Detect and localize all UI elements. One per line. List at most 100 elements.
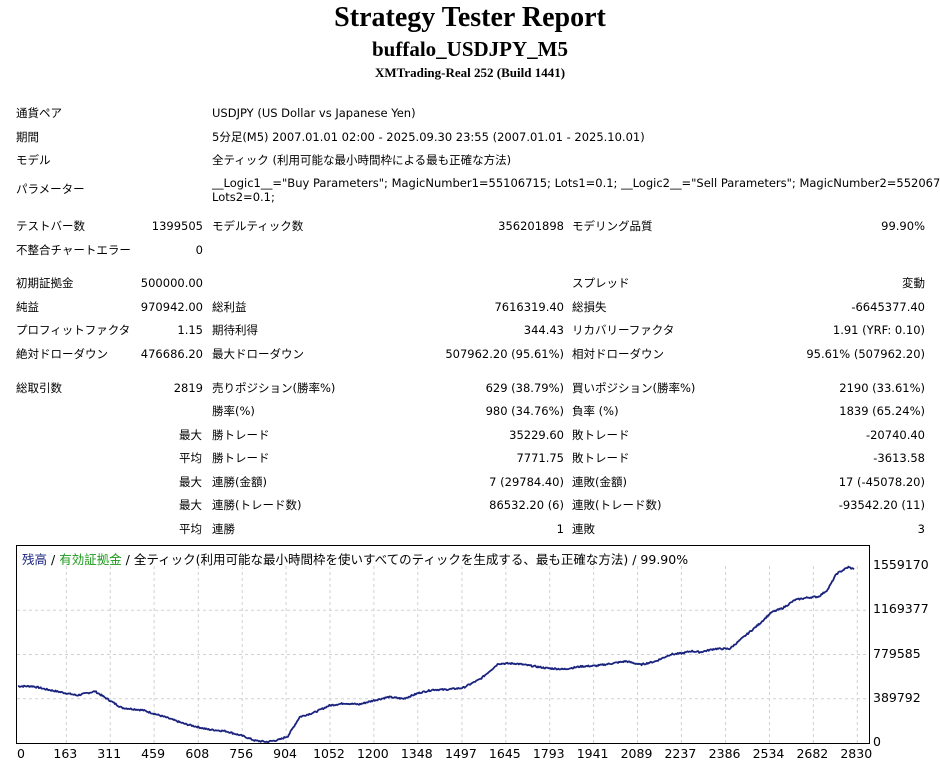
rel-dd-value: 95.61% (507962.20) xyxy=(806,347,925,361)
period-value: 5分足(M5) 2007.01.01 02:00 - 2025.09.30 23… xyxy=(212,130,645,144)
mismatch-label: 不整合チャートエラー xyxy=(16,243,131,257)
x-tick-label: 1793 xyxy=(532,746,565,761)
consec-loss-value: -93542.20 (11) xyxy=(838,498,925,512)
trades-value: 2819 xyxy=(173,381,203,395)
loss-pct-value: 1839 (65.24%) xyxy=(839,404,925,418)
max-label-2: 最大 xyxy=(179,475,202,489)
rel-dd-label: 相対ドローダウン xyxy=(572,347,664,361)
gross-profit-value: 7616319.40 xyxy=(494,300,564,314)
avg-win-label: 勝トレード xyxy=(212,451,270,465)
bars-value: 1399505 xyxy=(151,219,203,233)
avg-consec-losses-value: 3 xyxy=(917,522,925,536)
legend-sep-1: / xyxy=(47,552,60,567)
short-value: 629 (38.79%) xyxy=(485,381,564,395)
x-tick-label: 2386 xyxy=(708,746,741,761)
legend-sep-2: / xyxy=(121,552,134,567)
long-label: 買いポジション(勝率%) xyxy=(572,381,696,395)
avg-win-value: 7771.75 xyxy=(516,451,564,465)
avg-consec-wins-value: 1 xyxy=(556,522,564,536)
x-tick-label: 1645 xyxy=(488,746,521,761)
deposit-value: 500000.00 xyxy=(140,276,203,290)
max-label-3: 最大 xyxy=(179,498,202,512)
bars-label: テストバー数 xyxy=(16,219,85,233)
recovery-value: 1.91 (YRF: 0.10) xyxy=(832,323,925,337)
chart-legend: 残高 / 有効証拠金 / 全ティック(利用可能な最小時間枠を使いすべてのティック… xyxy=(22,549,688,568)
consec-wins-amt-value: 7 (29784.40) xyxy=(489,475,564,489)
x-tick-label: 756 xyxy=(229,746,254,761)
trades-label: 総取引数 xyxy=(16,381,62,395)
expert-name: buffalo_USDJPY_M5 xyxy=(371,37,568,61)
expected-value: 344.43 xyxy=(523,323,564,337)
x-tick-label: 459 xyxy=(141,746,166,761)
deposit-label: 初期証拠金 xyxy=(16,276,74,290)
spread-label: スプレッド xyxy=(572,276,630,290)
avg-consec-losses-label: 連敗 xyxy=(572,522,595,536)
avg-loss-value: -3613.58 xyxy=(873,451,925,465)
x-tick-label: 1052 xyxy=(313,746,345,761)
x-tick-label: 904 xyxy=(273,746,298,761)
quality-label: モデリング品質 xyxy=(572,219,653,233)
max-dd-label: 最大ドローダウン xyxy=(212,347,304,361)
max-label-1: 最大 xyxy=(179,428,202,442)
params-line1: __Logic1__="Buy Parameters"; MagicNumber… xyxy=(212,176,940,190)
y-tick-label: 389792 xyxy=(873,689,921,705)
max-dd-value: 507962.20 (95.61%) xyxy=(445,347,564,361)
avg-consec-wins-label: 連勝 xyxy=(212,522,235,536)
balance-chart: 残高 / 有効証拠金 / 全ティック(利用可能な最小時間枠を使いすべてのティック… xyxy=(16,545,870,744)
server-info: XMTrading-Real 252 (Build 1441) xyxy=(374,65,566,80)
long-value: 2190 (33.61%) xyxy=(839,381,925,395)
x-tick-label: 2682 xyxy=(796,746,829,761)
pf-value: 1.15 xyxy=(177,323,203,337)
params-line2: Lots2=0.1; xyxy=(212,190,275,204)
quality-value: 99.90% xyxy=(881,219,925,233)
model-value: 全ティック (利用可能な最小時間枠による最も正確な方法) xyxy=(212,153,512,167)
period-label: 期間 xyxy=(16,130,39,144)
x-tick-label: 311 xyxy=(97,746,122,761)
x-tick-label: 2237 xyxy=(664,746,697,761)
win-pct-label: 勝率(%) xyxy=(212,404,255,418)
avg-label-2: 平均 xyxy=(179,522,202,536)
largest-loss-label: 敗トレード xyxy=(572,428,630,442)
x-tick-label: 2089 xyxy=(620,746,653,761)
consec-losses-amt-label: 連敗(金額) xyxy=(572,475,627,489)
net-label: 純益 xyxy=(16,300,39,314)
model-label: モデル xyxy=(16,153,51,167)
gross-loss-value: -6645377.40 xyxy=(851,300,925,314)
chart-plot xyxy=(17,565,869,743)
x-tick-label: 1348 xyxy=(400,746,433,761)
report-title: Strategy Tester Report xyxy=(334,2,606,33)
legend-model: 全ティック(利用可能な最小時間枠を使いすべてのティックを生成する、最も正確な方法… xyxy=(133,552,689,567)
x-tick-label: 1941 xyxy=(576,746,609,761)
y-tick-label: 1559170 xyxy=(873,557,929,572)
pf-label: プロフィットファクタ xyxy=(16,323,131,337)
consec-profit-value: 86532.20 (6) xyxy=(489,498,564,512)
win-pct-value: 980 (34.76%) xyxy=(485,404,564,418)
abs-dd-label: 絶対ドローダウン xyxy=(16,347,108,361)
consec-losses-amt-value: 17 (-45078.20) xyxy=(838,475,925,489)
legend-equity: 有効証拠金 xyxy=(59,552,122,567)
x-tick-label: 0 xyxy=(17,746,25,761)
recovery-label: リカバリーファクタ xyxy=(572,323,675,337)
report-table: 通貨ペア USDJPY (US Dollar vs Japanese Yen) … xyxy=(16,106,940,536)
params-label: パラメーター xyxy=(16,182,85,196)
symbol-label: 通貨ペア xyxy=(16,106,62,120)
short-label: 売りポジション(勝率%) xyxy=(212,381,336,395)
mismatch-value: 0 xyxy=(195,243,203,257)
largest-win-label: 勝トレード xyxy=(212,428,270,442)
spread-value: 変動 xyxy=(902,276,925,290)
consec-profit-label: 連勝(トレード数) xyxy=(212,498,302,512)
ticks-value: 356201898 xyxy=(498,219,564,233)
abs-dd-value: 476686.20 xyxy=(140,347,203,361)
consec-wins-amt-label: 連勝(金額) xyxy=(212,475,267,489)
ticks-label: モデルティック数 xyxy=(212,219,304,233)
symbol-value: USDJPY (US Dollar vs Japanese Yen) xyxy=(212,106,416,120)
y-tick-label: 779585 xyxy=(873,645,921,661)
avg-loss-label: 敗トレード xyxy=(572,451,630,465)
x-tick-label: 163 xyxy=(53,746,78,761)
loss-pct-label: 負率 (%) xyxy=(572,404,619,418)
gross-profit-label: 総利益 xyxy=(212,300,247,314)
expected-label: 期待利得 xyxy=(212,323,258,337)
x-tick-label: 1497 xyxy=(445,746,477,761)
largest-loss-value: -20740.40 xyxy=(865,428,925,442)
gross-loss-label: 総損失 xyxy=(572,300,607,314)
